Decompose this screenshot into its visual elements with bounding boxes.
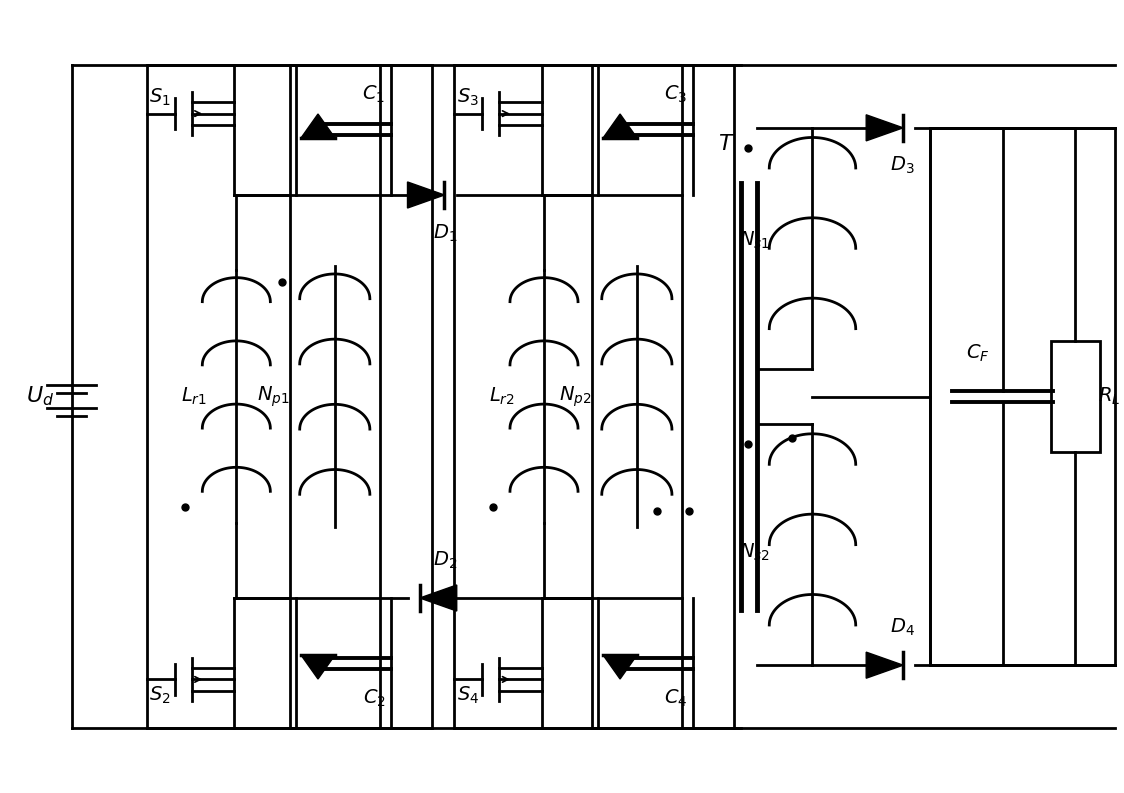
Polygon shape [604, 655, 637, 679]
Polygon shape [301, 114, 335, 138]
Text: $S_3$: $S_3$ [457, 87, 479, 109]
Text: $D_3$: $D_3$ [890, 155, 914, 176]
Text: $T$: $T$ [718, 134, 735, 154]
Text: $D_1$: $D_1$ [434, 222, 457, 243]
Text: $N_{p1}$: $N_{p1}$ [257, 385, 290, 408]
Text: $U_d$: $U_d$ [27, 385, 55, 408]
Text: $D_4$: $D_4$ [889, 617, 915, 638]
Text: $C_1$: $C_1$ [362, 83, 386, 105]
Polygon shape [419, 585, 456, 611]
Text: $N_{s2}$: $N_{s2}$ [738, 542, 770, 563]
Text: $D_2$: $D_2$ [434, 550, 457, 571]
Text: $S_1$: $S_1$ [149, 87, 171, 109]
Polygon shape [867, 115, 903, 141]
Polygon shape [867, 652, 903, 678]
Bar [1051, 341, 1100, 452]
Text: $C_4$: $C_4$ [664, 688, 688, 710]
Polygon shape [408, 182, 444, 208]
Text: $C_3$: $C_3$ [664, 83, 688, 105]
Text: $L_{r1}$: $L_{r1}$ [181, 386, 207, 407]
Text: $N_{s1}$: $N_{s1}$ [738, 230, 770, 251]
Text: $S_2$: $S_2$ [149, 684, 171, 706]
Text: $L_{r2}$: $L_{r2}$ [489, 386, 515, 407]
Text: $C_F$: $C_F$ [967, 343, 990, 364]
Polygon shape [604, 114, 637, 138]
Text: $N_{p2}$: $N_{p2}$ [559, 385, 591, 408]
Text: $R_L$: $R_L$ [1098, 386, 1121, 407]
Text: $C_2$: $C_2$ [363, 688, 386, 710]
Polygon shape [301, 655, 335, 679]
Text: $S_4$: $S_4$ [456, 684, 479, 706]
